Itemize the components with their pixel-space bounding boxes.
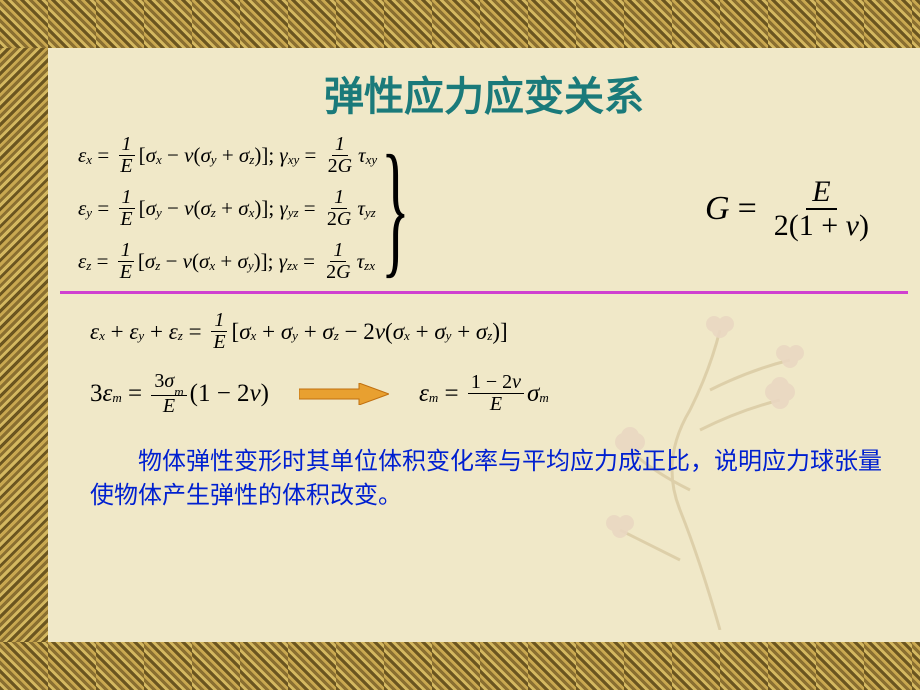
mean-strain-eq2: εm = 1 − 2ν E σm [419, 372, 549, 415]
decorative-border-top [0, 0, 920, 48]
explanation-text: 物体弹性变形时其单位体积变化率与平均应力成正比，说明应力球张量使物体产生弹性的体… [60, 445, 908, 515]
G-symbol: G [705, 190, 730, 228]
G-numerator: E [806, 176, 836, 210]
decorative-border-left [0, 0, 48, 690]
hooke-equation-line: εx = 1E[σx − ν(σy + σz)]; γxy = 12Gτxy [78, 134, 377, 177]
hooke-equations-block: εx = 1E[σx − ν(σy + σz)]; γxy = 12Gτxy εy… [78, 134, 453, 283]
G-denominator: 2(1 + ν) [768, 210, 875, 242]
hooke-equation-line: εz = 1E[σz − ν(σx + σy)]; γzx = 12Gτzx [78, 240, 377, 283]
arrow-icon [299, 383, 389, 405]
divider-line [60, 291, 908, 294]
shear-modulus-equation: G = E 2(1 + ν) [705, 176, 878, 241]
decorative-border-bottom [0, 642, 920, 690]
slide-content: 弹性应力应变关系 εx = 1E[σx − ν(σy + σz)]; γxy =… [48, 48, 920, 642]
hooke-equation-line: εy = 1E[σy − ν(σz + σx)]; γyz = 12Gτyz [78, 187, 377, 230]
volumetric-strain-sum: εx + εy + εz = 1E [ σx + σy + σz − 2ν( σ… [60, 310, 908, 353]
hooke-law-row: εx = 1E[σx − ν(σy + σz)]; γxy = 12Gτxy εy… [60, 134, 908, 283]
mean-strain-row: 3εm = 3σm E (1 − 2ν) εm = 1 − 2ν E σm [60, 371, 908, 417]
mean-strain-eq1: 3εm = 3σm E (1 − 2ν) [90, 371, 269, 417]
right-brace: } [381, 141, 410, 276]
slide-title: 弹性应力应变关系 [60, 64, 908, 122]
